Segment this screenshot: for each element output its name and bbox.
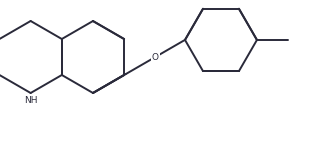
Text: NH: NH <box>24 96 38 105</box>
Text: O: O <box>152 52 159 61</box>
